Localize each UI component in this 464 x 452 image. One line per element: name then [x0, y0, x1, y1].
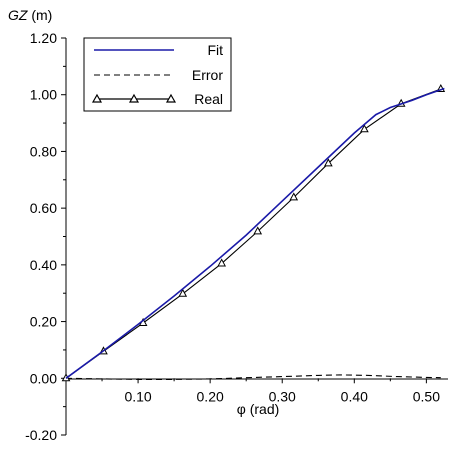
legend-label-fit: Fit	[207, 42, 223, 58]
series-layer	[61, 83, 446, 382]
legend: Fit Error Real	[83, 37, 232, 112]
y-axis-title: GZ (m)	[8, 7, 52, 23]
y-tick-label: 0.00	[30, 370, 57, 386]
y-axis-title-unit: (m)	[27, 7, 52, 23]
series-line-real	[65, 88, 441, 379]
x-tick-label: 0.20	[197, 388, 224, 404]
series-line-error	[65, 374, 441, 380]
y-tick-label: 1.20	[30, 30, 57, 46]
x-tick-label: 0.50	[413, 388, 440, 404]
x-tick-label: 0.30	[269, 388, 296, 404]
data-point-real	[289, 192, 299, 201]
data-point-real	[178, 288, 188, 297]
y-axis-title-var: GZ	[8, 7, 28, 23]
y-axis-ticks: -0.20 0.00 0.20 0.40 0.60 0.80 1.00 1.20	[25, 30, 66, 443]
x-axis-title: φ (rad)	[237, 401, 280, 417]
x-tick-label: 0.40	[341, 388, 368, 404]
data-point-real	[253, 226, 263, 235]
y-tick-label: 1.00	[30, 87, 57, 103]
data-point-real	[360, 124, 369, 133]
legend-label-error: Error	[192, 67, 223, 83]
data-point-real	[217, 258, 227, 267]
data-point-real	[324, 158, 333, 167]
y-tick-label: -0.20	[25, 427, 57, 443]
y-tick-label: 0.40	[30, 257, 57, 273]
legend-marker-real-1	[91, 93, 103, 103]
y-tick-label: 0.80	[30, 143, 57, 159]
legend-marker-real-3	[165, 93, 177, 103]
y-tick-label: 0.60	[30, 200, 57, 216]
x-tick-label: 0.10	[124, 388, 151, 404]
legend-label-real: Real	[194, 91, 223, 107]
y-tick-label: 0.20	[30, 314, 57, 330]
legend-marker-real-2	[128, 93, 140, 103]
x-axis-ticks: 0.10 0.20 0.30 0.40 0.50	[101, 378, 440, 404]
series-line-fit	[65, 87, 445, 379]
